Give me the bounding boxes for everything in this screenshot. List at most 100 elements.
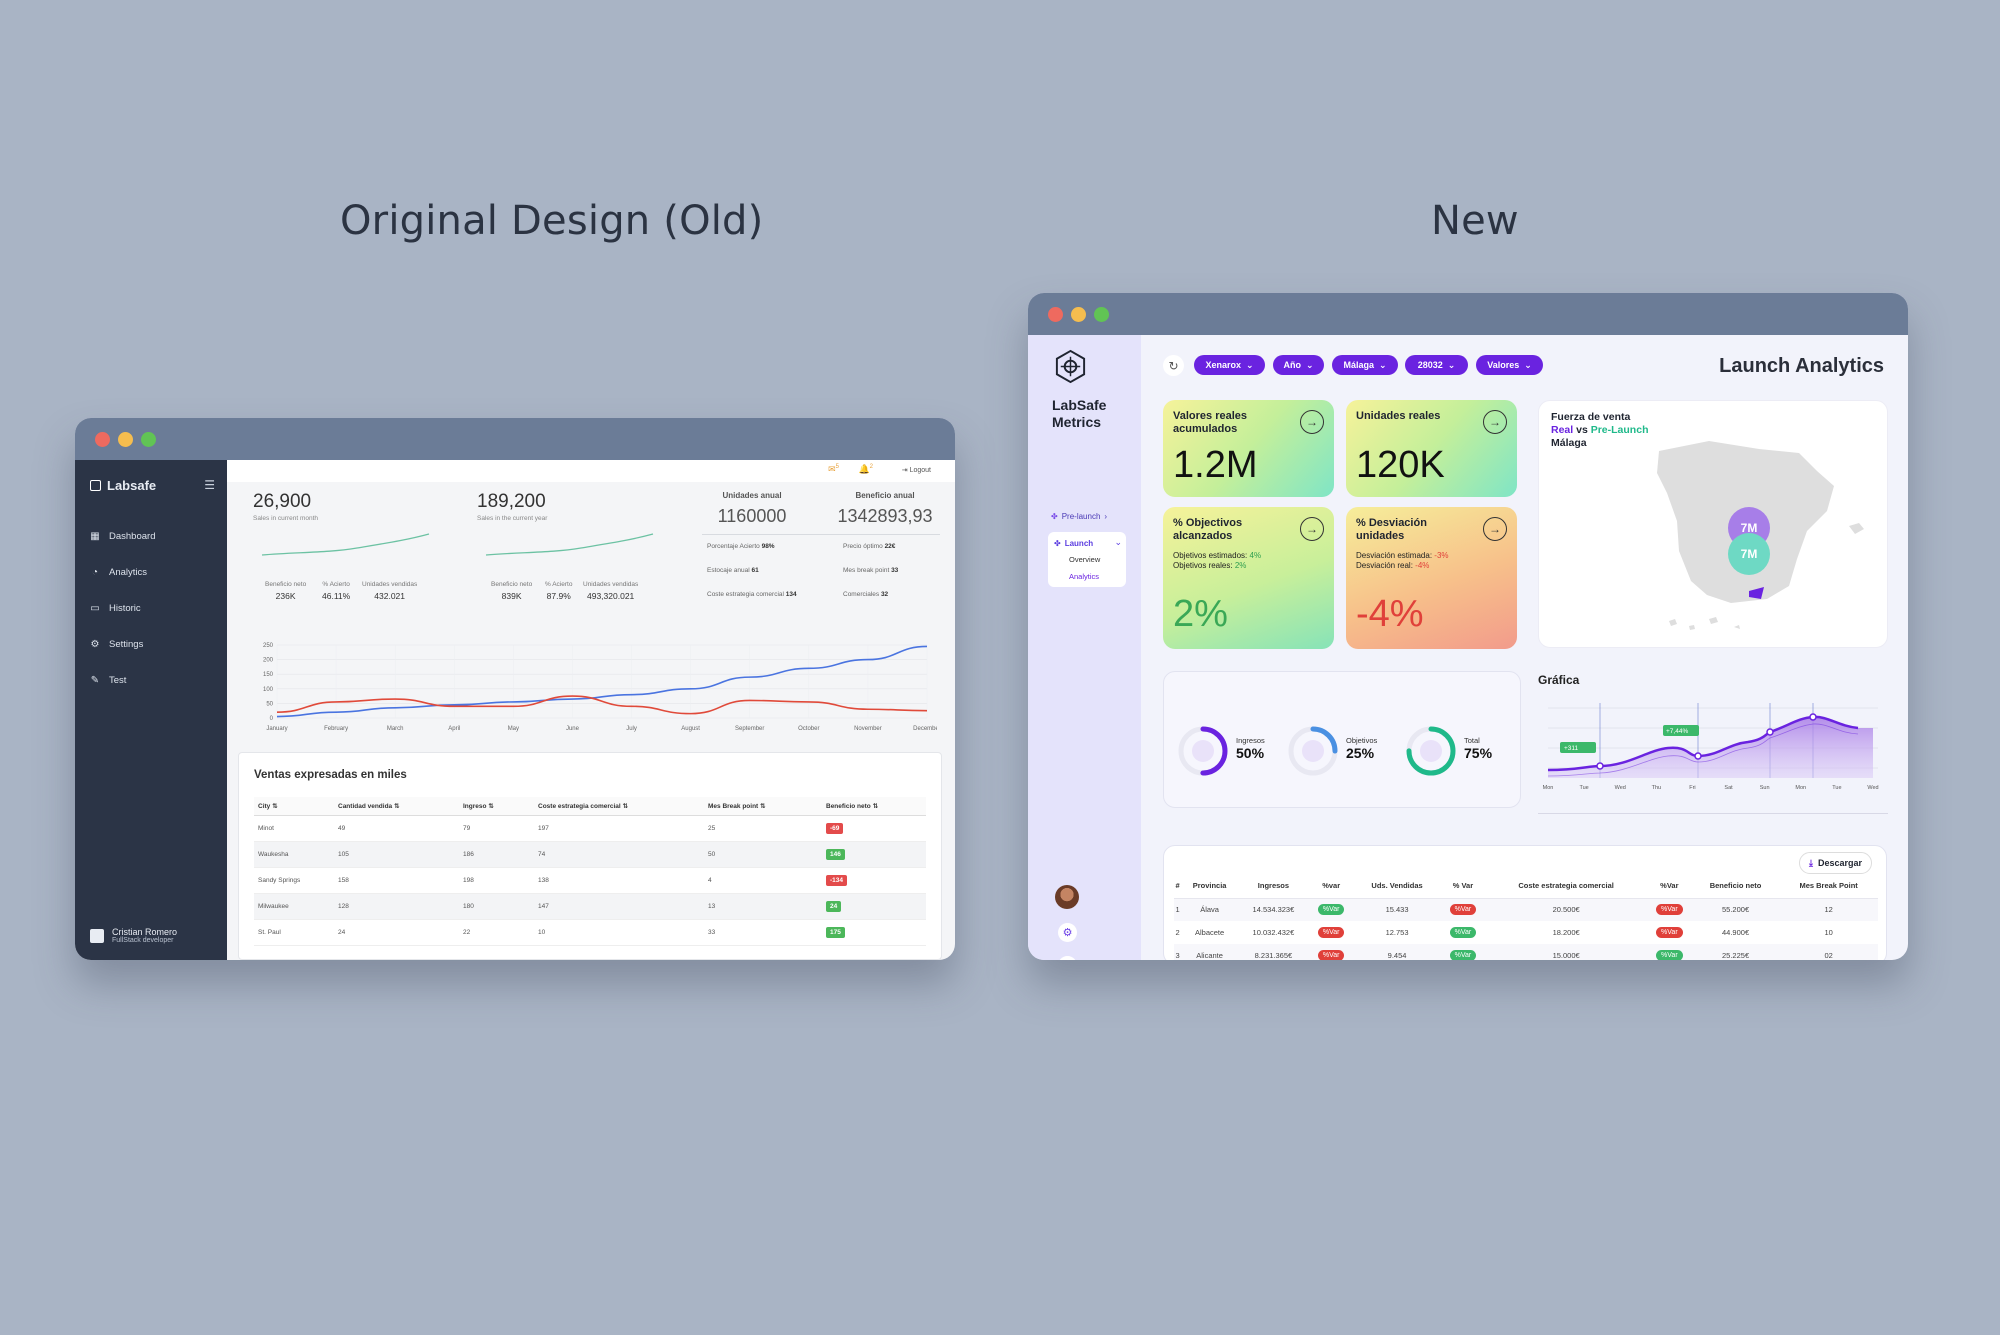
col-header[interactable]: Mes Break point ⇅ — [704, 797, 822, 816]
close-dot[interactable] — [1048, 307, 1063, 322]
col-header[interactable]: Cantidad vendida ⇅ — [334, 797, 459, 816]
prelaunch-bubble[interactable]: 7M — [1728, 533, 1770, 575]
var-pill: %Var — [1449, 904, 1477, 916]
col-header[interactable]: Mes Break Point — [1779, 874, 1878, 899]
table-cell: 22 — [459, 919, 534, 946]
table-row[interactable]: St. Paul 24 22 10 33 175 — [254, 919, 926, 946]
chevron-down-icon[interactable]: ⌄ — [1114, 537, 1122, 547]
mini-label: % Acierto — [545, 581, 573, 588]
arrow-right-icon[interactable]: → — [1300, 410, 1324, 434]
minimize-dot[interactable] — [118, 432, 133, 447]
col-header[interactable]: Ingresos — [1238, 874, 1309, 899]
table-cell: 12 — [1779, 898, 1878, 921]
gear-icon[interactable]: ⚙ — [1058, 923, 1077, 942]
table-row[interactable]: Waukesha 105 186 74 50 146 — [254, 841, 926, 868]
table-cell: 10.032.432€ — [1252, 928, 1295, 937]
donut-objetivos-label: Objetivos 25% — [1346, 736, 1378, 761]
nav-label: Settings — [109, 638, 144, 650]
logout-link[interactable]: ⇥ Logout — [901, 467, 931, 474]
col-header[interactable]: %var — [1308, 874, 1354, 899]
nav-item-settings[interactable]: ⚙ Settings — [90, 626, 155, 662]
old-user-profile[interactable]: Cristian Romero FullStack developer — [90, 927, 177, 944]
col-header[interactable]: %Var — [1646, 874, 1692, 899]
download-label: Descargar — [1817, 858, 1862, 868]
y-tick-label: 100 — [263, 687, 274, 693]
table-cell: 18.200€ — [1552, 928, 1580, 937]
x-tick-label: April — [448, 726, 460, 732]
kpi-valores-reales[interactable]: Valores reales acumulados → 1.2M — [1163, 400, 1334, 497]
anual-value: 1342893,93 — [837, 506, 933, 526]
col-header[interactable]: Coste estrategia comercial ⇅ — [534, 797, 704, 816]
stat-current-month: 26,900 Sales in current month — [253, 491, 318, 522]
table-row[interactable]: Minot 49 79 197 25 -69 — [254, 815, 926, 842]
table-row[interactable]: Sandy Springs 158 198 138 4 -134 — [254, 867, 926, 894]
kv-value: 61 — [751, 567, 759, 574]
minimize-dot[interactable] — [1071, 307, 1086, 322]
filter-chip[interactable]: 28032 ⌄ — [1405, 355, 1468, 375]
mini-stat: Beneficio neto 839K — [491, 581, 532, 601]
nav-item-launch[interactable]: ✤ Launch — [1054, 539, 1093, 548]
col-header[interactable]: Coste estrategia comercial — [1485, 874, 1647, 899]
avatar[interactable] — [1055, 885, 1079, 909]
day-label: Sun — [1760, 785, 1770, 791]
table-row[interactable]: Milwaukee 128 180 147 13 24 — [254, 893, 926, 920]
mail-icon[interactable]: ✉5 — [828, 464, 839, 474]
day-label: Wed — [1615, 785, 1626, 791]
maximize-dot[interactable] — [1094, 307, 1109, 322]
new-window-titlebar — [1028, 293, 1908, 335]
brand-line2: Metrics — [1052, 414, 1102, 430]
maximize-dot[interactable] — [141, 432, 156, 447]
col-header[interactable]: Ingreso ⇅ — [459, 797, 534, 816]
close-dot[interactable] — [95, 432, 110, 447]
arrow-right-icon[interactable]: → — [1300, 517, 1324, 541]
table-row[interactable]: 3 Alicante 8.231.365€ %Var 9.454 %Var 15.000€%… — [1174, 944, 1878, 960]
gear-icon: ⚙ — [90, 638, 100, 650]
col-header[interactable]: Beneficio neto — [1691, 874, 1780, 899]
nav-label: Historic — [109, 602, 141, 614]
table-cell: Minot — [254, 815, 334, 842]
filter-chip[interactable]: Año ⌄ — [1273, 355, 1324, 375]
old-sidebar: Labsafe ☰ ▦ Dashboard ◔ Analytics ▭ Histori… — [75, 460, 227, 960]
refresh-icon: ↻ — [1168, 358, 1179, 373]
col-header[interactable]: Provincia — [1181, 874, 1239, 899]
kv-value: 32 — [880, 591, 889, 598]
logout-icon[interactable]: ⇥ — [1058, 956, 1077, 960]
filter-chip[interactable]: Valores ⌄ — [1476, 355, 1543, 375]
nav-item-analytics[interactable]: Analytics — [1069, 572, 1100, 581]
nav-item-overview[interactable]: Overview — [1069, 555, 1101, 564]
bell-icon[interactable]: 🔔2 — [858, 464, 873, 474]
kpi-value: 1.2M — [1173, 444, 1258, 486]
nav-item-historic[interactable]: ▭ Historic — [90, 590, 155, 626]
chevron-down-icon: ⌄ — [1524, 359, 1532, 370]
col-header[interactable]: % Var — [1440, 874, 1486, 899]
nav-item-analytics[interactable]: ◔ Analytics — [90, 554, 155, 590]
table-cell: 197 — [534, 815, 704, 842]
menu-icon[interactable]: ☰ — [204, 478, 215, 492]
map-title: Fuerza de venta Real vs Pre-Launch Málag… — [1551, 411, 1649, 449]
col-header[interactable]: Beneficio neto ⇅ — [822, 797, 926, 816]
kv-item: Coste estrategia comercial 134 — [707, 591, 797, 598]
filter-chip[interactable]: Málaga ⌄ — [1332, 355, 1398, 375]
table-cell: 44.900€ — [1722, 928, 1750, 937]
filter-chip[interactable]: Xenarox ⌄ — [1194, 355, 1265, 375]
table-cell: 14.534.323€ — [1238, 898, 1309, 921]
table-row[interactable]: 1 Álava 14.534.323€ %Var 15.433 %Var 20.500€ %V… — [1174, 898, 1878, 921]
refresh-button[interactable]: ↻ — [1163, 355, 1184, 376]
table-cell: Sandy Springs — [254, 867, 334, 894]
arrow-right-icon[interactable]: → — [1483, 517, 1507, 541]
col-header[interactable]: City ⇅ — [254, 797, 334, 816]
download-button[interactable]: ⤓ Descargar — [1798, 852, 1872, 874]
nav-item-dashboard[interactable]: ▦ Dashboard — [90, 518, 155, 554]
col-header[interactable]: # — [1174, 874, 1182, 899]
nav-label: Dashboard — [109, 530, 156, 542]
kpi-unidades-reales[interactable]: Unidades reales → 120K — [1346, 400, 1517, 497]
nav-item-prelaunch[interactable]: ✤ Pre-launch › — [1051, 512, 1107, 521]
kpi-desviacion[interactable]: % Desviación unidades → Desviación estim… — [1346, 507, 1517, 649]
table-row[interactable]: 2 Albacete 10.032.432€ %Var 12.753 %Var 18.200… — [1174, 921, 1878, 944]
user-role: FullStack developer — [112, 937, 174, 944]
arrow-right-icon[interactable]: → — [1483, 410, 1507, 434]
kpi-objetivos[interactable]: % Objectivos alcanzados → Objetivos esti… — [1163, 507, 1334, 649]
nav-item-test[interactable]: ✎ Test — [90, 662, 155, 698]
col-header[interactable]: Uds. Vendidas — [1353, 874, 1441, 899]
table-cell: 33 — [704, 919, 822, 946]
